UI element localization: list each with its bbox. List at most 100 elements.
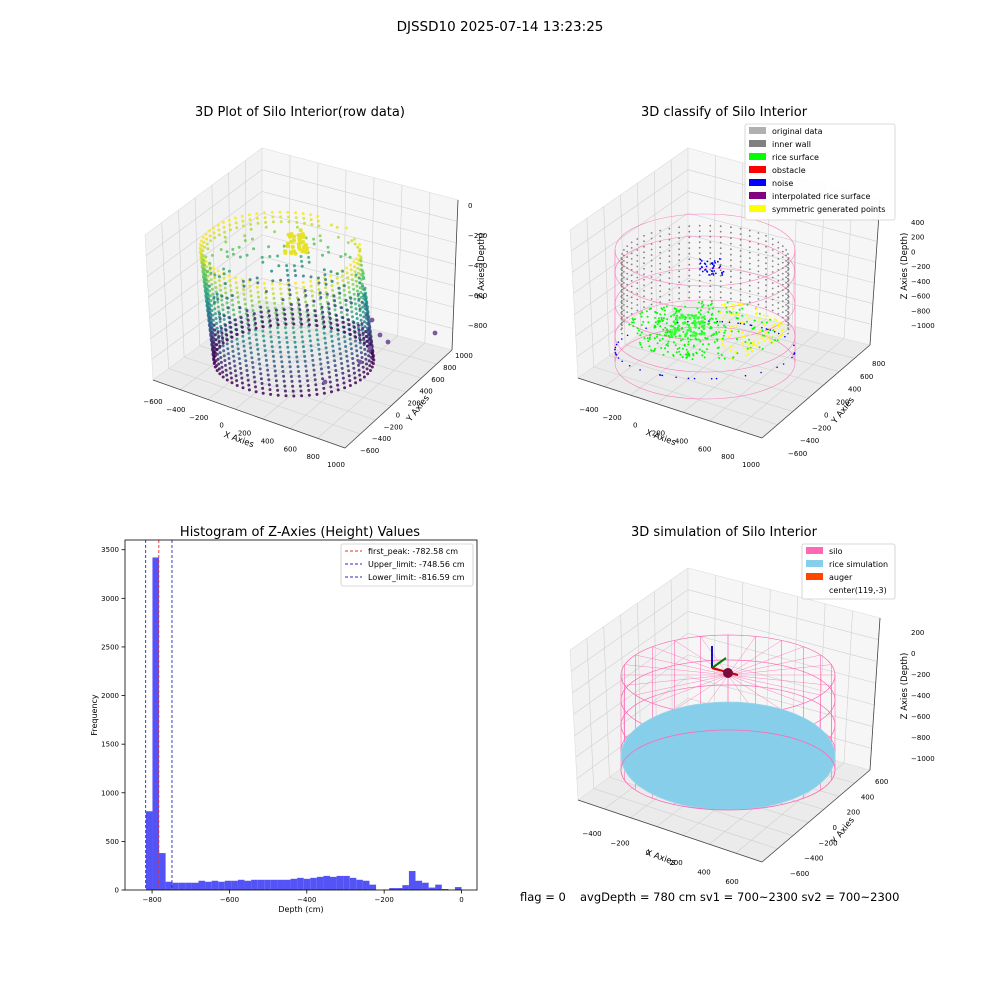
x-tick-label: −400 — [582, 830, 601, 838]
wall-point — [787, 272, 789, 274]
raw-point — [309, 213, 313, 217]
x-tick-label: 200 — [652, 430, 665, 438]
grid-line — [687, 234, 875, 284]
raw-point — [274, 374, 278, 378]
raw-point — [271, 287, 275, 291]
z-tick-label: 400 — [911, 219, 924, 227]
raw-point — [316, 214, 320, 218]
wall-point — [719, 225, 722, 228]
x-tick-label: 0 — [633, 422, 637, 430]
wall-point — [643, 289, 645, 292]
raw-point — [244, 359, 248, 363]
surface-point — [657, 317, 660, 320]
raw-point — [218, 344, 222, 348]
wall-point — [643, 240, 645, 243]
raw-point — [294, 274, 298, 277]
histogram-bar — [218, 881, 225, 890]
raw-point — [348, 333, 352, 336]
wall-point — [621, 297, 623, 299]
noise-point — [708, 320, 710, 323]
raw-point — [352, 292, 356, 296]
raw-point — [297, 298, 301, 302]
raw-point — [345, 359, 349, 363]
raw-point — [340, 366, 344, 370]
surface-point — [758, 348, 761, 351]
raw-point — [259, 305, 263, 309]
noise-point — [693, 377, 696, 380]
raw-point — [371, 355, 375, 358]
raw-point — [242, 224, 245, 228]
raw-point — [218, 351, 222, 355]
raw-point — [281, 370, 285, 373]
raw-point — [206, 288, 209, 292]
raw-point — [252, 312, 256, 316]
wall-point — [787, 269, 789, 272]
surface-point — [721, 337, 724, 340]
wall-point — [668, 282, 671, 285]
surface-point — [674, 335, 677, 338]
surface-point — [766, 336, 769, 338]
wall-point — [668, 293, 671, 296]
wall-point — [621, 266, 623, 269]
raw-point — [212, 355, 216, 358]
raw-point — [315, 324, 319, 328]
y-axis-line — [761, 344, 871, 439]
raw-point — [212, 266, 215, 270]
surface-point — [670, 335, 674, 339]
panel-histogram-plot: −800 −600 −400 −200 005001000150020002500300… — [90, 539, 478, 914]
raw-point — [226, 347, 230, 351]
grid-line — [593, 366, 778, 426]
surface-point — [656, 333, 659, 336]
raw-point — [346, 276, 350, 280]
raw-point — [231, 247, 235, 251]
surface-point — [689, 334, 692, 337]
x-tick-label: 400 — [675, 437, 688, 445]
wall-point — [621, 327, 623, 329]
y-tick-label: −200 — [818, 839, 837, 847]
wall-point — [777, 258, 780, 260]
raw-point — [233, 318, 237, 322]
grid-line — [145, 169, 263, 256]
surface-point — [781, 333, 784, 336]
raw-point — [229, 325, 233, 329]
wall-point — [757, 276, 760, 278]
surface-point — [688, 324, 690, 327]
raw-point — [355, 261, 359, 265]
silo-outline — [614, 326, 796, 400]
raw-point — [200, 244, 204, 248]
grid-line — [603, 626, 610, 778]
wall-point — [668, 249, 671, 252]
y-tick-label: 1000 — [101, 789, 119, 797]
raw-point — [335, 318, 339, 322]
raw-point — [246, 318, 250, 322]
raw-point — [215, 321, 219, 325]
surface-point — [675, 310, 678, 313]
raw-point — [262, 281, 266, 285]
histogram-bar — [336, 875, 344, 890]
x-tick-label: −600 — [143, 398, 162, 406]
y-tick-label: 500 — [106, 838, 119, 846]
raw-point — [235, 333, 239, 336]
surface-point — [746, 320, 748, 323]
wall-point — [626, 316, 629, 319]
wall-point — [748, 290, 751, 292]
histogram-bar — [422, 882, 429, 890]
raw-point — [302, 285, 306, 289]
raw-point — [233, 364, 237, 368]
x-tick-label: −800 — [142, 896, 161, 904]
noise-point — [701, 270, 704, 273]
surface-point — [668, 336, 671, 339]
wall-point — [668, 233, 671, 236]
raw-point — [314, 314, 318, 318]
wall-point — [623, 271, 625, 273]
raw-point — [254, 385, 257, 389]
raw-point — [301, 245, 306, 250]
wall-point — [659, 301, 662, 303]
noise-point — [710, 377, 713, 380]
raw-point — [339, 255, 343, 259]
silo-wire — [727, 674, 804, 704]
wall-point — [787, 277, 789, 280]
histogram-bar — [224, 880, 232, 890]
raw-point — [256, 221, 260, 225]
surface-point — [678, 350, 681, 353]
